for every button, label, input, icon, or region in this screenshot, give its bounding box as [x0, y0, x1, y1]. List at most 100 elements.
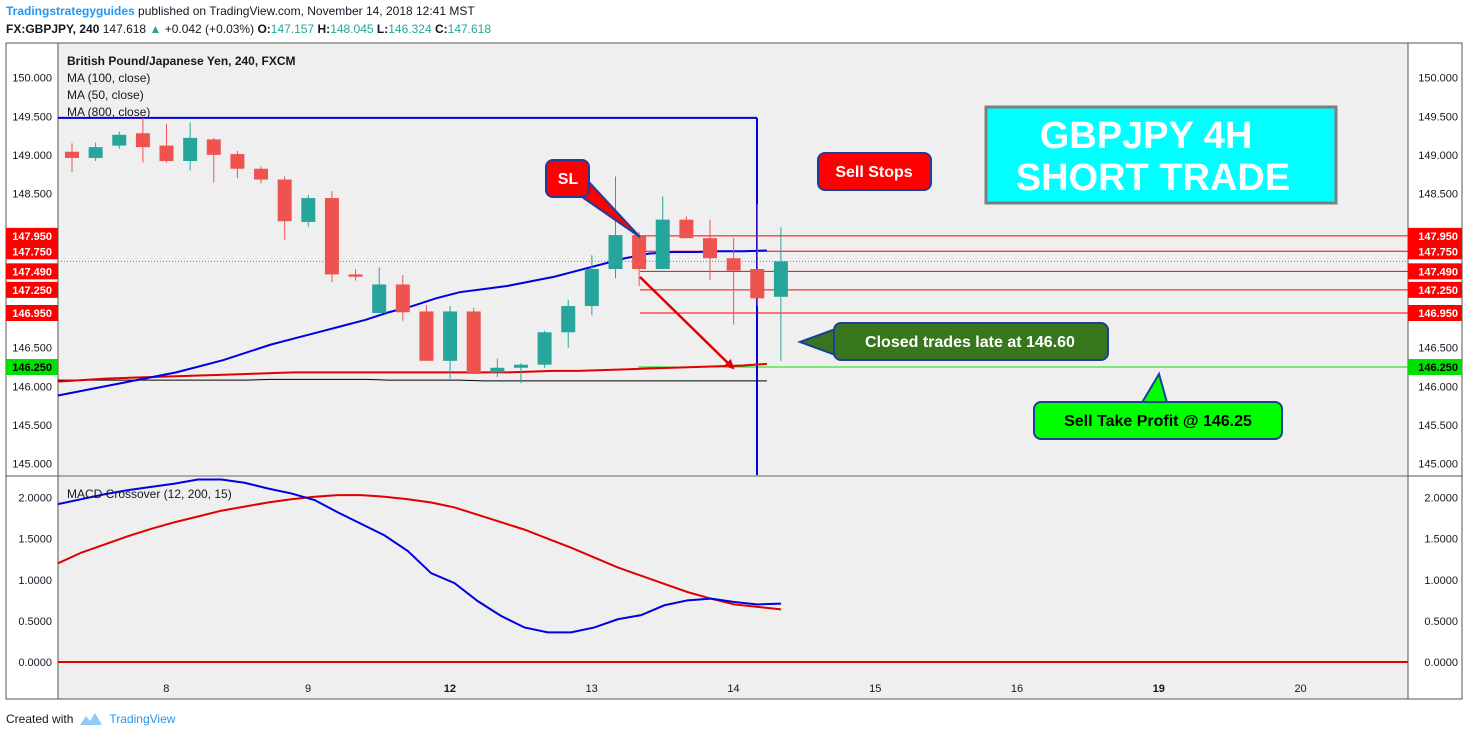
candle-body — [466, 311, 481, 374]
price-tag-right-label: 146.950 — [1418, 308, 1458, 320]
candle-body — [703, 238, 718, 259]
candle-body — [750, 269, 765, 299]
candle-body — [65, 151, 79, 158]
change-value: +0.042 (+0.03%) — [164, 22, 255, 36]
candle-body — [513, 364, 528, 368]
price-tag-right — [1408, 359, 1462, 375]
open-value: 147.157 — [270, 22, 315, 36]
price-tag-left-label: 147.250 — [12, 285, 52, 297]
ohlc-bar: FX:GBPJPY, 240 147.618 ▲ +0.042 (+0.03%)… — [6, 22, 491, 36]
macd-tick-right: 0.0000 — [1424, 657, 1458, 669]
ma-100-line — [57, 249, 767, 397]
sell-stops-callout — [817, 152, 932, 191]
price-tag-left — [6, 359, 58, 375]
ma-800-line — [57, 362, 767, 383]
price-tick-right: 148.500 — [1418, 188, 1458, 200]
ma-50-legend: MA (50, close) — [67, 88, 144, 102]
candle-body — [537, 332, 552, 365]
trend-arrow — [639, 276, 735, 370]
trade-title-line1: GBPJPY 4H — [1040, 115, 1253, 157]
x-tick-label: 16 — [1011, 683, 1023, 695]
price-tag-left-label: 146.250 — [12, 362, 52, 374]
created-with-label: Created with — [6, 712, 74, 726]
price-tick-right: 149.000 — [1418, 150, 1458, 162]
footer: Created with TradingView — [6, 712, 175, 726]
macd-tick-left: 0.5000 — [18, 616, 52, 628]
candle-body — [726, 258, 741, 271]
price-tick-right: 145.000 — [1418, 458, 1458, 470]
x-tick-label: 14 — [727, 683, 739, 695]
x-tick-label: 12 — [444, 683, 456, 695]
candle-body — [443, 311, 458, 361]
macd-tick-left: 2.0000 — [18, 493, 52, 505]
candle-body — [584, 269, 599, 307]
candle-body — [773, 261, 788, 297]
price-tag-left-label: 147.750 — [12, 246, 52, 258]
candle-body — [301, 198, 316, 222]
price-tag-right-label: 147.950 — [1418, 231, 1458, 243]
candle-body — [206, 139, 221, 155]
price-tag-right — [1408, 305, 1462, 321]
macd-tick-left: 1.0000 — [18, 575, 52, 587]
candle-body — [490, 367, 505, 373]
candle-body — [135, 133, 150, 148]
author-link[interactable]: Tradingstrategyguides — [6, 4, 135, 18]
price-tick-right: 146.500 — [1418, 343, 1458, 355]
macd-line — [57, 478, 782, 634]
macd-tick-left: 0.0000 — [18, 657, 52, 669]
candle-body — [112, 134, 127, 146]
candle-body — [348, 274, 363, 277]
macd-tick-right: 1.5000 — [1424, 534, 1458, 546]
trade-title-line2: SHORT TRADE — [1016, 157, 1290, 199]
publish-info: Tradingstrategyguides published on Tradi… — [6, 4, 475, 18]
candle-body — [277, 179, 292, 222]
macd-signal-line — [57, 494, 782, 611]
sl-label: SL — [558, 171, 579, 188]
price-tag-left — [6, 227, 58, 244]
tradingview-link[interactable]: TradingView — [109, 712, 176, 726]
price-tag-left-label: 147.490 — [12, 266, 52, 278]
price-tag-right-label: 146.250 — [1418, 362, 1458, 374]
low-label: L: — [376, 22, 389, 36]
chart-title: British Pound/Japanese Yen, 240, FXCM — [67, 54, 296, 68]
macd-pane — [58, 477, 1408, 699]
close-label: C: — [434, 22, 448, 36]
price-tick-left: 149.000 — [12, 150, 52, 162]
ma-800-legend: MA (800, close) — [67, 105, 150, 119]
price-tag-left — [6, 305, 58, 321]
candle-body — [88, 147, 103, 158]
candle-body — [372, 284, 387, 313]
candle-body — [324, 198, 339, 275]
macd-tick-right: 2.0000 — [1424, 493, 1458, 505]
x-tick-label: 20 — [1294, 683, 1306, 695]
candle-body — [632, 235, 647, 270]
candle-body — [679, 219, 694, 239]
x-tick-label: 9 — [305, 683, 311, 695]
price-tag-left — [6, 243, 58, 260]
take-profit-callout — [1033, 401, 1283, 440]
candle-body — [608, 235, 623, 270]
price-tag-left-label: 146.950 — [12, 308, 52, 320]
ma-black-line — [58, 378, 767, 382]
price-tick-left: 146.000 — [12, 381, 52, 393]
price-tag-left-label: 147.950 — [12, 231, 52, 243]
closed-trades-label: Closed trades late at 146.60 — [865, 334, 1075, 351]
candle-body — [561, 306, 576, 333]
open-label: O: — [257, 22, 271, 36]
price-tag-right — [1408, 227, 1462, 244]
price-tag-left — [6, 263, 58, 280]
close-value: 147.618 — [447, 22, 492, 36]
high-value: 148.045 — [330, 22, 374, 36]
price-tick-left: 149.500 — [12, 111, 52, 123]
candle-body — [159, 145, 174, 162]
price-tick-right: 150.000 — [1418, 73, 1458, 85]
sl-callout — [545, 159, 590, 198]
price-tag-right-label: 147.250 — [1418, 285, 1458, 297]
low-value: 146.324 — [388, 22, 432, 36]
trade-title-box — [984, 105, 1338, 205]
price-tag-right-label: 147.490 — [1418, 266, 1458, 278]
price-tick-right: 145.500 — [1418, 420, 1458, 432]
candle-body — [655, 219, 670, 270]
tradingview-logo-icon — [80, 713, 103, 725]
